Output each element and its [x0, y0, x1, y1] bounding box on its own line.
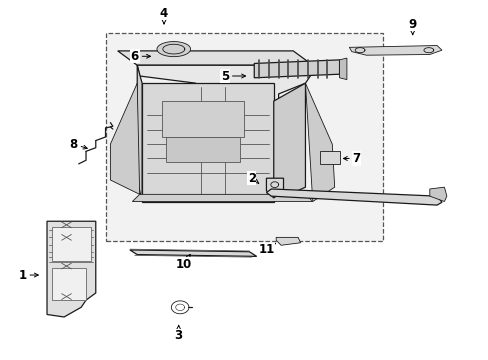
Polygon shape — [266, 178, 283, 198]
Polygon shape — [266, 189, 441, 205]
Text: 9: 9 — [408, 18, 416, 35]
Text: 2: 2 — [247, 172, 258, 185]
Polygon shape — [429, 187, 446, 202]
Polygon shape — [339, 58, 346, 80]
Polygon shape — [166, 137, 239, 162]
Text: 3: 3 — [174, 325, 183, 342]
Bar — [322, 154, 335, 162]
Text: 7: 7 — [343, 152, 360, 165]
Polygon shape — [137, 65, 312, 101]
Polygon shape — [137, 65, 142, 202]
Text: 4: 4 — [160, 7, 168, 24]
Polygon shape — [132, 194, 312, 202]
Polygon shape — [254, 60, 339, 78]
Polygon shape — [118, 51, 312, 65]
Bar — [105, 33, 383, 241]
Polygon shape — [305, 83, 334, 202]
Polygon shape — [142, 83, 273, 202]
Text: 8: 8 — [70, 138, 87, 150]
Text: 6: 6 — [130, 50, 150, 63]
Polygon shape — [273, 83, 305, 202]
Polygon shape — [52, 226, 91, 261]
Text: 10: 10 — [175, 255, 191, 271]
Polygon shape — [348, 45, 441, 55]
Polygon shape — [110, 83, 140, 194]
Polygon shape — [130, 250, 256, 256]
Polygon shape — [52, 268, 86, 300]
Text: 1: 1 — [19, 269, 38, 282]
Polygon shape — [276, 237, 300, 245]
Polygon shape — [161, 101, 244, 137]
Polygon shape — [47, 221, 96, 317]
Text: 11: 11 — [258, 243, 275, 256]
Polygon shape — [157, 41, 190, 57]
Polygon shape — [320, 151, 339, 164]
Text: 5: 5 — [221, 69, 245, 82]
